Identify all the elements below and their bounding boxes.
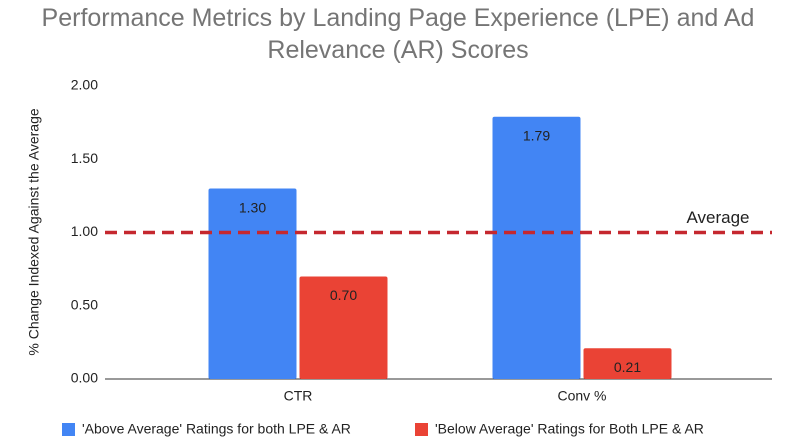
- legend-label: 'Above Average' Ratings for both LPE & A…: [82, 421, 351, 437]
- legend-label: 'Below Average' Ratings for Both LPE & A…: [435, 421, 704, 437]
- x-tick-label: CTR: [284, 388, 313, 404]
- value-label: 1.30: [239, 199, 266, 215]
- value-label: 0.21: [614, 359, 641, 375]
- legend-swatch: [62, 423, 75, 436]
- y-tick-label: 2.00: [71, 77, 98, 93]
- value-label: 1.79: [523, 127, 550, 143]
- legend-swatch: [415, 423, 428, 436]
- y-tick-label: 0.00: [71, 370, 98, 386]
- y-tick-label: 0.50: [71, 296, 98, 312]
- y-tick-label: 1.00: [71, 223, 98, 239]
- chart-title: Performance Metrics by Landing Page Expe…: [41, 4, 755, 64]
- bar: [492, 116, 581, 379]
- bar: [583, 348, 672, 379]
- bar: [208, 188, 297, 379]
- x-tick-label: Conv %: [557, 388, 606, 404]
- reference-label: Average: [686, 208, 749, 227]
- value-label: 0.70: [330, 287, 357, 303]
- y-tick-label: 1.50: [71, 150, 98, 166]
- bar: [299, 276, 388, 379]
- y-axis-title: % Change Indexed Against the Average: [26, 108, 42, 355]
